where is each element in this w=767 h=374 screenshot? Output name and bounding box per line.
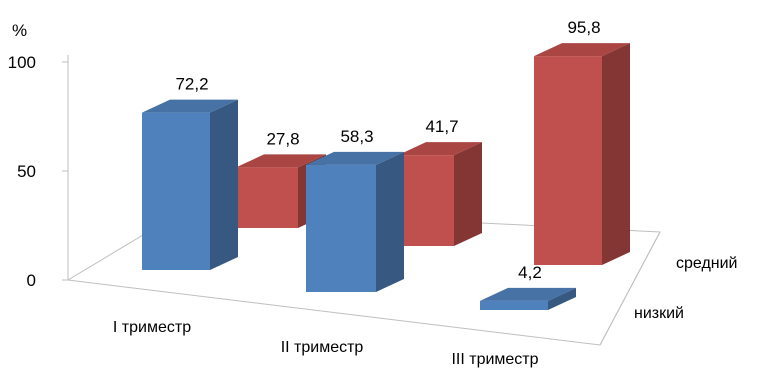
bar-side-face xyxy=(602,43,630,265)
data-label: 72,2 xyxy=(175,75,208,94)
series-labels: низкий средний xyxy=(634,255,738,322)
bar-front-face xyxy=(398,155,454,246)
bar-front-face xyxy=(480,300,548,310)
bar-top-face xyxy=(480,287,576,301)
bar-front-face xyxy=(236,167,298,228)
y-tick-label: 50 xyxy=(17,162,36,181)
bar-top-face xyxy=(398,142,482,156)
bar-side-face xyxy=(376,151,404,292)
series-label-низкий: низкий xyxy=(634,305,684,322)
category-label: I триместр xyxy=(113,319,191,336)
bar-низкий-1: 72,2 xyxy=(142,75,238,270)
bar-top-face xyxy=(306,151,404,165)
bar-front-face xyxy=(142,112,210,270)
series-label-средний: средний xyxy=(676,255,738,272)
y-tick-label: 100 xyxy=(8,53,36,72)
bar-top-face xyxy=(534,43,630,57)
category-label: III триместр xyxy=(451,351,538,368)
bar-top-face xyxy=(236,154,326,168)
bar-front-face xyxy=(306,164,376,292)
bar-side-face xyxy=(454,142,482,246)
bar-низкий-2: 58,3 xyxy=(306,127,404,292)
y-unit-label: % xyxy=(12,21,27,40)
data-label: 41,7 xyxy=(425,117,458,136)
bar-средний-2: 41,7 xyxy=(398,117,482,246)
bar-side-face xyxy=(548,287,576,310)
bar-front-face xyxy=(534,56,602,265)
data-label: 95,8 xyxy=(567,18,600,37)
category-labels: I триместр II триместр III триместр xyxy=(113,319,539,368)
bars: 27,8 41,7 95,8 72,2 58,3 4,2 xyxy=(142,18,630,310)
data-label: 58,3 xyxy=(340,127,373,146)
y-ticks: 0 50 100 xyxy=(8,53,68,290)
bar-top-face xyxy=(142,99,238,113)
category-label: II триместр xyxy=(281,339,364,356)
series-axis xyxy=(599,231,661,346)
bar-средний-3: 95,8 xyxy=(534,18,630,265)
bar-низкий-3: 4,2 xyxy=(480,263,576,310)
data-label: 27,8 xyxy=(266,129,299,148)
data-label: 4,2 xyxy=(518,263,542,282)
y-tick-label: 0 xyxy=(27,271,36,290)
bar-side-face xyxy=(210,99,238,270)
